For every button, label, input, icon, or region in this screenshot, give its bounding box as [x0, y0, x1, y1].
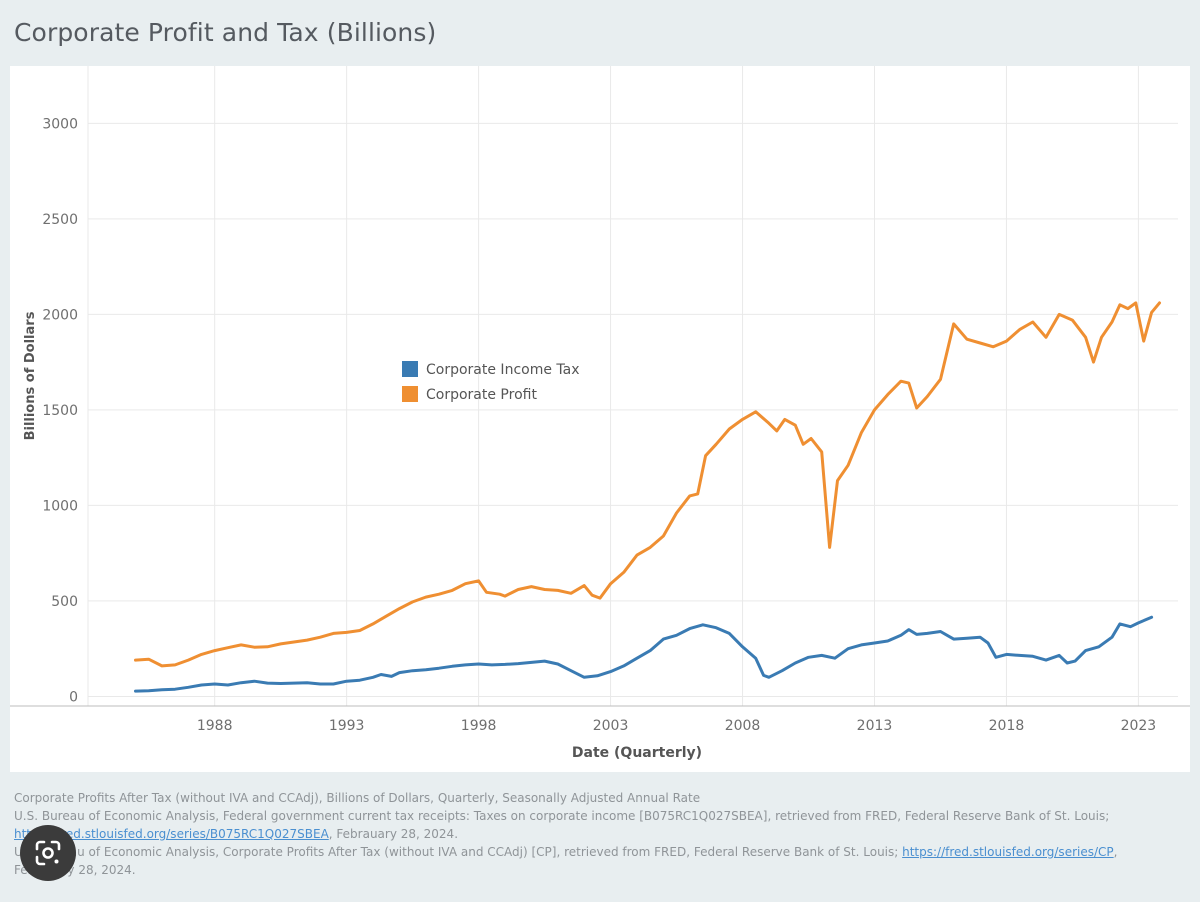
legend-label: Corporate Profit [426, 387, 537, 403]
x-tick-label: 2018 [989, 718, 1025, 734]
y-tick-label: 2500 [42, 212, 78, 228]
source-notes: Corporate Profits After Tax (without IVA… [14, 789, 1184, 879]
y-tick-label: 1000 [42, 498, 78, 514]
series-line-corporate-income-tax [134, 615, 1154, 693]
source-line: U.S. Bureau of Economic Analysis, Federa… [14, 809, 1110, 823]
y-tick-label: 2000 [42, 307, 78, 323]
y-tick-label: 0 [69, 689, 78, 705]
google-lens-icon [35, 840, 61, 866]
chart-panel: 0 500 1000 1500 2000 2500 3000 1988 1993 1998 2003… [10, 66, 1190, 772]
legend-swatch [402, 386, 418, 402]
source-link[interactable]: https://fred.stlouisfed.org/series/CP [902, 845, 1114, 859]
x-tick-label: 2008 [725, 718, 761, 734]
x-tick-label: 1998 [461, 718, 497, 734]
source-line: https://fred.stlouisfed.org/series/B075R… [14, 825, 1184, 843]
source-line: U.S. Bureau of Economic Analysis, Corpor… [14, 845, 1118, 859]
page-title: Corporate Profit and Tax (Billions) [14, 18, 437, 47]
line-chart: 0 500 1000 1500 2000 2500 3000 1988 1993 1998 2003… [10, 66, 1190, 761]
x-tick-label: 2023 [1121, 718, 1157, 734]
x-tick-label: 1993 [329, 718, 365, 734]
y-tick-label: 500 [51, 594, 78, 610]
x-tick-label: 2003 [593, 718, 629, 734]
x-tick-label: 2013 [857, 718, 893, 734]
legend-label: Corporate Income Tax [426, 362, 580, 378]
source-link[interactable]: https://fred.stlouisfed.org/series/B075R… [14, 827, 329, 841]
y-axis-title: Billions of Dollars [23, 311, 38, 440]
google-lens-button[interactable] [20, 825, 76, 881]
source-line: Corporate Profits After Tax (without IVA… [14, 791, 701, 805]
source-line: Febrauary 28, 2024. [14, 863, 136, 877]
series-line-corporate-profit [134, 301, 1161, 668]
legend-swatch [402, 361, 418, 377]
x-axis-title: Date (Quarterly) [572, 745, 702, 761]
y-tick-label: 3000 [42, 116, 78, 132]
y-tick-label: 1500 [42, 403, 78, 419]
x-tick-label: 1988 [197, 718, 233, 734]
source-date: , Febrauary 28, 2024. [328, 827, 459, 841]
